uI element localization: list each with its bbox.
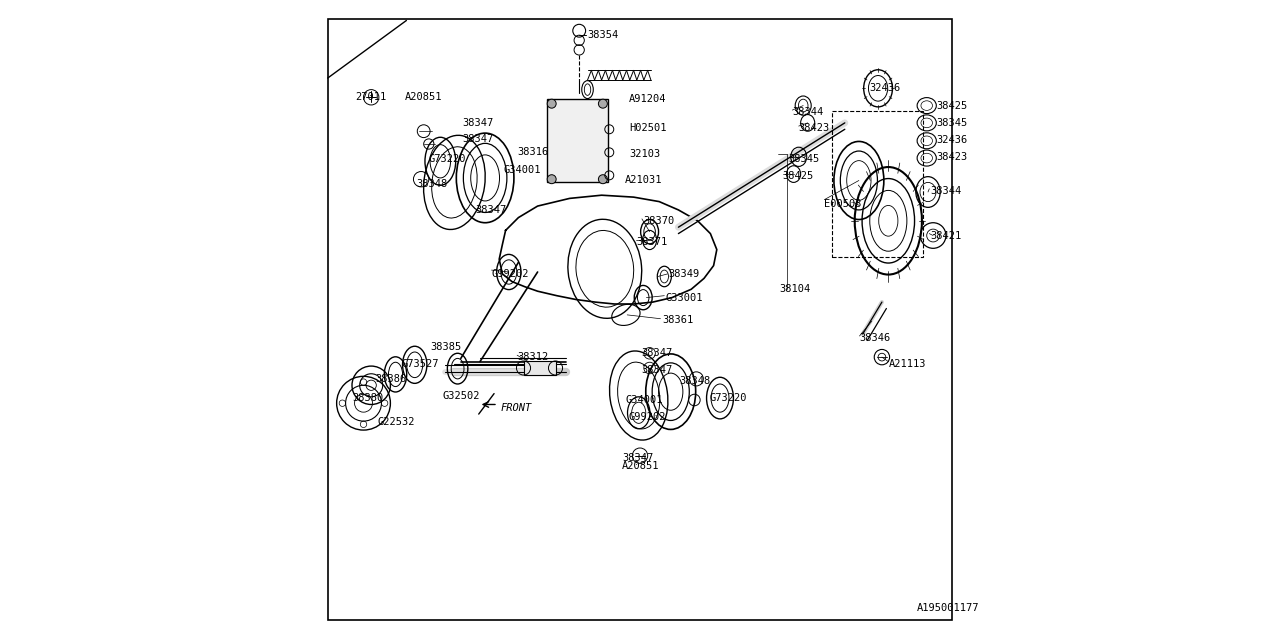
Text: G34001: G34001 [626,395,663,405]
Text: 38423: 38423 [937,152,968,162]
Text: A20851: A20851 [622,461,659,471]
Text: 38370: 38370 [644,216,675,226]
Text: 38361: 38361 [663,315,694,325]
Text: 38425: 38425 [782,171,813,181]
Text: 38347: 38347 [462,134,493,144]
Text: 38344: 38344 [792,107,823,117]
Text: 38348: 38348 [680,376,710,386]
Text: 38349: 38349 [668,269,700,279]
Text: A21113: A21113 [888,358,925,369]
Text: G73220: G73220 [709,393,746,403]
Text: 38345: 38345 [788,154,819,164]
Text: 38423: 38423 [799,123,829,133]
Text: A195001177: A195001177 [916,603,979,613]
Circle shape [599,175,608,184]
Text: 38347: 38347 [641,348,672,358]
Text: 38348: 38348 [416,179,447,189]
Text: G32502: G32502 [443,390,480,401]
Text: 38354: 38354 [588,30,618,40]
Text: G99202: G99202 [628,412,666,422]
Circle shape [548,99,557,108]
Text: FRONT: FRONT [500,403,531,413]
Circle shape [599,99,608,108]
Text: 38312: 38312 [517,352,548,362]
Text: A91204: A91204 [630,94,667,104]
Text: 38346: 38346 [860,333,891,343]
Text: 32436: 32436 [869,83,900,93]
Text: 27011: 27011 [356,92,387,102]
Text: 38371: 38371 [637,237,668,247]
Text: 38345: 38345 [937,118,968,128]
Text: A21031: A21031 [625,175,663,186]
Text: A20851: A20851 [404,92,442,102]
Text: 32103: 32103 [630,148,660,159]
Text: 38104: 38104 [780,284,810,294]
Text: 32436: 32436 [937,134,968,145]
Bar [832,111,923,257]
Text: 38344: 38344 [929,186,961,196]
Circle shape [548,175,557,184]
Text: 38380: 38380 [352,393,383,403]
Text: 38386: 38386 [376,374,407,384]
Text: 38347: 38347 [462,118,493,128]
Text: G73220: G73220 [429,154,466,164]
Bar [524,361,556,375]
Bar [548,99,608,182]
Text: 38421: 38421 [929,230,961,241]
Text: E00503: E00503 [824,198,861,209]
Text: 38347: 38347 [622,452,653,463]
Text: 38347: 38347 [475,205,506,215]
Text: 38347: 38347 [641,365,672,375]
Text: G33001: G33001 [666,292,703,303]
Text: 38385: 38385 [430,342,461,352]
Text: G99202: G99202 [492,269,529,279]
Text: 38425: 38425 [937,100,968,111]
Text: G34001: G34001 [503,164,541,175]
Text: G22532: G22532 [378,417,415,428]
Text: G73527: G73527 [402,358,439,369]
Text: 38316: 38316 [517,147,548,157]
Text: H02501: H02501 [630,123,667,133]
